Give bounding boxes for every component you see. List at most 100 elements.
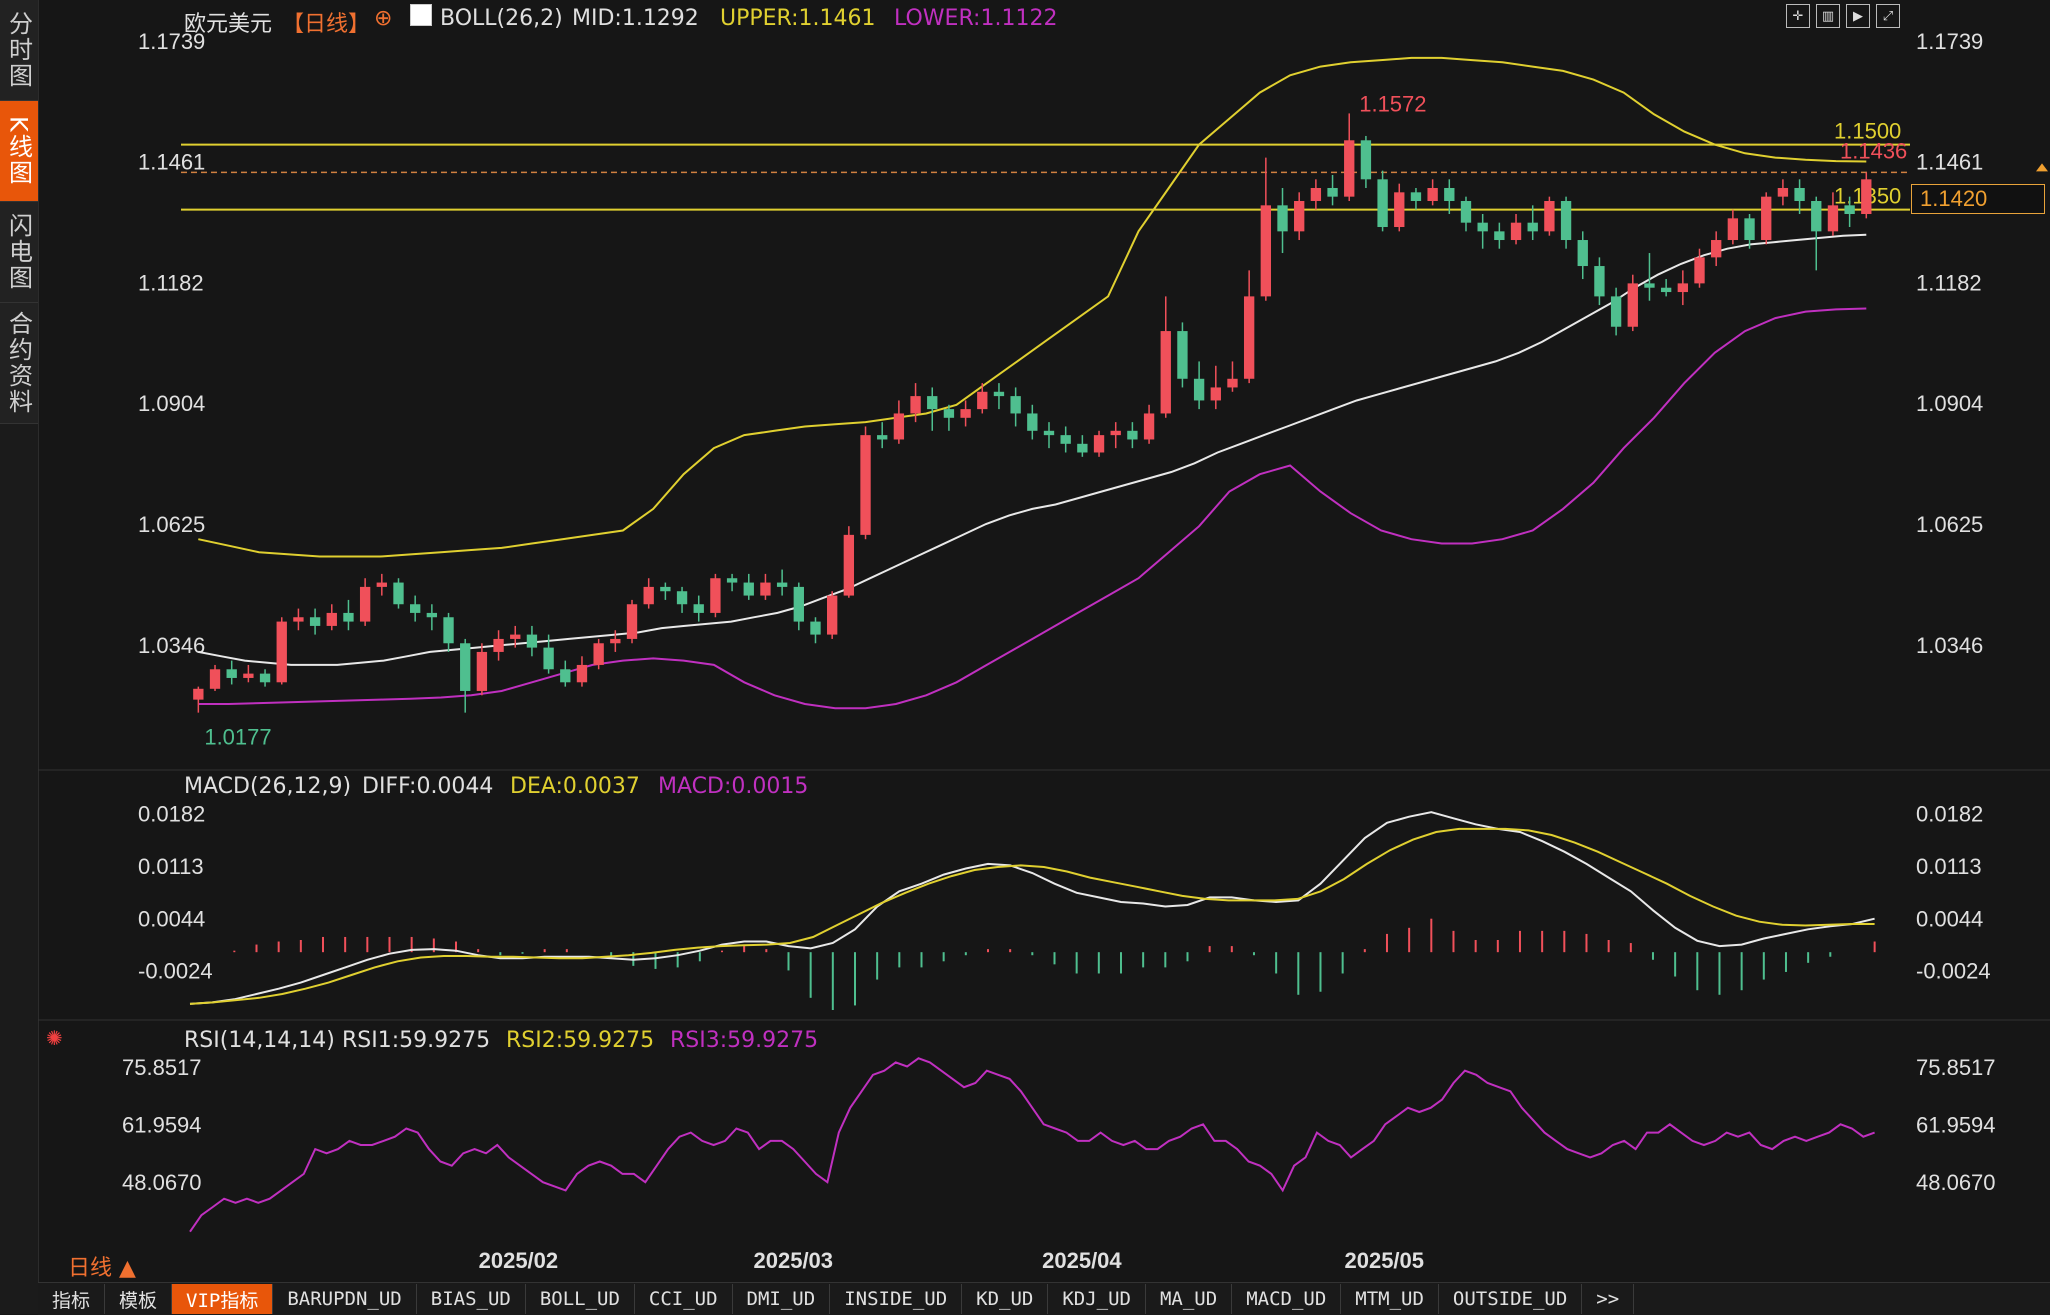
y-tick-label-right: 1.1739 — [1916, 29, 1983, 54]
y-tick-label-left: 1.0625 — [138, 512, 205, 537]
candle-body — [493, 638, 504, 652]
candle-body — [1794, 187, 1805, 201]
candle-body — [1560, 200, 1572, 241]
candle-body — [1110, 430, 1121, 436]
indicator-tab[interactable]: DMI_UD — [733, 1284, 831, 1314]
indicator-tab[interactable]: VIP指标 — [172, 1284, 274, 1314]
candle-body — [560, 669, 571, 683]
candle-body — [1327, 187, 1338, 197]
candle-body — [676, 591, 688, 605]
candle-body — [593, 643, 604, 665]
rsi2-value: RSI2:59.9275 — [506, 1028, 655, 1053]
indicator-tab[interactable]: MTM_UD — [1341, 1284, 1439, 1314]
play-icon[interactable]: ▶ — [1846, 4, 1870, 28]
crosshair-icon[interactable]: ✛ — [1786, 4, 1810, 28]
candle-body — [927, 396, 938, 410]
current-price-arrow — [2036, 163, 2048, 172]
candle-body — [1744, 218, 1755, 241]
indicator-tab[interactable]: MA_UD — [1146, 1284, 1233, 1314]
candle-body — [1210, 387, 1221, 401]
candle-body — [1811, 200, 1822, 232]
indicator-tab[interactable]: KD_UD — [962, 1284, 1049, 1314]
tab-kline-chart[interactable]: K线图 — [0, 101, 38, 202]
rsi1-value: RSI1:59.9275 — [342, 1028, 491, 1053]
candle-body — [543, 647, 554, 670]
candle-body — [1861, 179, 1872, 215]
indicator-tab[interactable]: KDJ_UD — [1048, 1284, 1146, 1314]
candle-body — [309, 617, 321, 626]
x-tick-label: 2025/05 — [1344, 1248, 1424, 1273]
rsi-line — [189, 1057, 1875, 1233]
candle-body — [1427, 187, 1438, 201]
candle-body — [610, 638, 621, 644]
candle-body — [1043, 430, 1055, 436]
indicator-tab[interactable]: CCI_UD — [635, 1284, 733, 1314]
rsi-title: RSI(14,14,14) — [184, 1028, 335, 1053]
boll-upper-line — [198, 56, 1867, 558]
candle-body — [743, 582, 754, 596]
kline-chart-area[interactable]: 1.1739 1.1739 1.1461 1.1461 1.1182 1.1182 1.09… — [38, 0, 2050, 1282]
y-tick-label-left: 1.0346 — [138, 633, 205, 658]
candle-body — [460, 643, 471, 691]
candle-body — [293, 617, 304, 622]
candle-body — [1844, 205, 1855, 215]
candle-body — [1160, 331, 1171, 414]
indicator-tab[interactable]: BARUPDN_UD — [273, 1284, 417, 1314]
tab-contract-info[interactable]: 合约资料 — [0, 303, 38, 424]
candle-body — [1761, 196, 1772, 241]
candle-body — [826, 595, 838, 635]
boll-indicator-name: BOLL(26,2) — [440, 6, 563, 31]
candle-body — [393, 582, 404, 605]
candle-body — [1677, 283, 1688, 293]
candle-body — [776, 582, 788, 587]
period-label[interactable]: 【日线】 — [282, 12, 371, 37]
candle-body — [1027, 413, 1038, 431]
period-toggle[interactable]: 日线 ▲ — [68, 1256, 136, 1281]
candle-body — [1527, 222, 1538, 232]
candle-body — [259, 673, 271, 683]
candle-body — [1377, 179, 1388, 228]
rsi-y-tick-left: 75.8517 — [122, 1055, 202, 1080]
candle-body — [660, 586, 671, 592]
candle-body — [1243, 296, 1255, 379]
symbol-title: 欧元美元 — [184, 12, 273, 37]
candle-body — [343, 612, 354, 622]
indicator-tab[interactable]: INSIDE_UD — [830, 1284, 963, 1314]
indicator-tab[interactable]: >> — [1582, 1284, 1635, 1314]
candle-body — [843, 534, 855, 596]
candle-body — [1610, 296, 1622, 327]
fullscreen-icon[interactable]: ⤢ — [1876, 4, 1900, 28]
indicator-tab[interactable]: BIAS_UD — [417, 1284, 526, 1314]
candle-body — [426, 612, 438, 618]
candle-body — [626, 604, 638, 639]
candle-body — [1060, 435, 1071, 444]
macd-y-tick-left: 0.0113 — [138, 854, 204, 879]
candle-body — [1577, 240, 1588, 267]
candle-body — [1227, 378, 1238, 388]
rsi-settings-icon[interactable]: ✺ — [46, 1026, 63, 1050]
candle-body — [476, 651, 488, 691]
indicator-tab[interactable]: OUTSIDE_UD — [1439, 1284, 1583, 1314]
boll-lower-line — [198, 307, 1867, 710]
candle-body — [1777, 187, 1789, 197]
indicator-settings-icon[interactable] — [410, 4, 432, 26]
indicator-tab[interactable]: MACD_UD — [1232, 1284, 1342, 1314]
rsi-y-tick-right: 48.0670 — [1916, 1170, 1996, 1195]
candle-body — [193, 688, 204, 700]
indicator-tab[interactable]: BOLL_UD — [526, 1284, 635, 1314]
tab-intraday-chart[interactable]: 分时图 — [0, 0, 38, 101]
indicator-tab[interactable]: 指标 — [38, 1284, 106, 1314]
candle-body — [1644, 283, 1655, 288]
candle-body — [877, 435, 888, 440]
multi-period-icon[interactable]: ▥ — [1816, 4, 1840, 28]
candle-body — [1660, 287, 1672, 293]
candle-body — [810, 621, 821, 635]
rsi-y-tick-left: 48.0670 — [122, 1170, 202, 1195]
tab-flash-chart[interactable]: 闪电图 — [0, 202, 38, 303]
candle-body — [1711, 240, 1722, 258]
macd-diff-line — [189, 811, 1875, 1005]
add-indicator-icon[interactable]: ⊕ — [374, 6, 393, 31]
candle-body — [726, 578, 738, 583]
indicator-tab[interactable]: 模板 — [105, 1284, 173, 1314]
macd-diff-value: DIFF:0.0044 — [362, 774, 494, 799]
